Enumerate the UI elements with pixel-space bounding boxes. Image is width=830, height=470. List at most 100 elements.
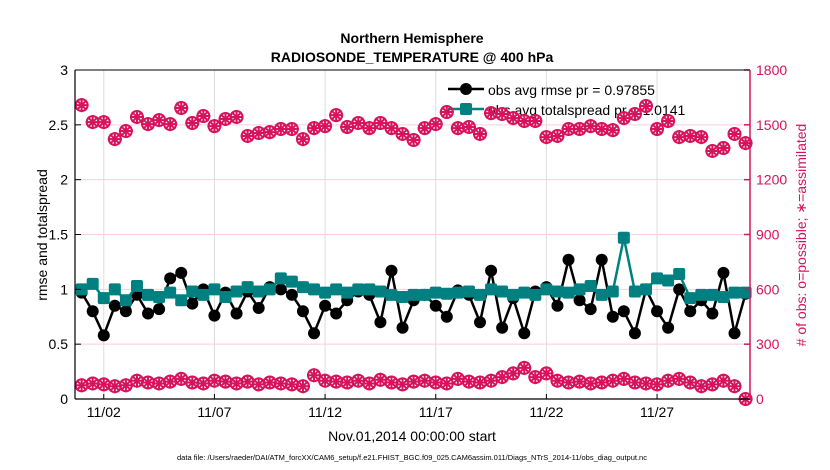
rmse-point [651, 305, 664, 318]
count-point [461, 120, 476, 135]
spread-point [507, 288, 520, 301]
spread-point [197, 288, 210, 301]
spread-point [440, 287, 453, 300]
count-point [96, 115, 111, 130]
assimilated-marker [351, 373, 366, 388]
y-tick-label: 0.5 [49, 336, 69, 352]
assimilated-marker [251, 126, 266, 141]
spread-point [142, 288, 155, 301]
rmse-point [385, 264, 398, 277]
assimilated-marker [107, 132, 122, 147]
count-point [716, 373, 731, 388]
rmse-point [662, 321, 675, 334]
y-tick-label: 1 [60, 281, 68, 297]
assimilated-marker [616, 111, 631, 126]
spread-point [474, 288, 486, 301]
spread-point [529, 288, 542, 301]
spread-point [617, 231, 630, 244]
assimilated-marker [461, 120, 476, 135]
assimilated-marker [605, 373, 620, 388]
count-point [362, 121, 377, 136]
spread-point [352, 283, 365, 296]
y2-tick-label: 0 [756, 391, 764, 407]
spread-point [628, 285, 641, 298]
spread-point [518, 286, 531, 299]
spread-point [97, 292, 110, 305]
spread-point [285, 275, 298, 288]
count-point [307, 368, 322, 383]
rmse-point [308, 327, 321, 340]
assimilated-marker [683, 375, 698, 390]
axes: 11/02 11/07 11/12 11/17 11/22 11/27 0 300 600 900… [49, 62, 788, 420]
assimilated-marker [506, 366, 521, 381]
x-axis-label: Nov.01,2014 00:00:00 start [328, 428, 496, 444]
count-point [539, 366, 554, 381]
assimilated-marker [650, 122, 665, 137]
rmse-point [573, 294, 586, 307]
legend-rmse-label: obs avg rmse pr = 0.97855 [488, 82, 655, 98]
assimilated-marker [240, 374, 255, 389]
data-marks [74, 98, 753, 406]
assimilated-marker [174, 371, 189, 386]
assimilated-marker [594, 375, 609, 390]
chart-title-line1: Northern Hemisphere [340, 30, 483, 46]
spread-point [595, 288, 608, 301]
count-point [638, 99, 653, 114]
assimilated-marker [484, 106, 499, 121]
assimilated-marker [163, 374, 178, 389]
assimilated-marker [605, 123, 620, 138]
spread-point [219, 291, 232, 304]
assimilated-marker [450, 121, 465, 136]
spread-point [153, 291, 166, 304]
count-point [384, 121, 399, 136]
assimilated-marker [627, 107, 642, 122]
assimilated-marker [705, 377, 720, 392]
count-point [694, 130, 709, 145]
spread-point [584, 280, 597, 293]
spread-point [606, 285, 619, 298]
rmse-point [595, 253, 608, 266]
assimilated-marker [218, 111, 233, 126]
y-tick-label: 2 [60, 172, 68, 188]
rmse-point [208, 309, 221, 322]
spread-point [451, 286, 464, 299]
assimilated-marker [716, 373, 731, 388]
assimilated-marker [295, 379, 310, 394]
assimilated-marker [539, 366, 554, 381]
assimilated-marker [362, 376, 377, 391]
assimilated-marker [273, 376, 288, 391]
count-point [506, 366, 521, 381]
count-point [439, 105, 454, 120]
assimilated-marker [439, 105, 454, 120]
spread-point [684, 292, 697, 305]
rmse-point [496, 321, 509, 334]
rmse-point [142, 307, 155, 320]
assimilated-marker [85, 115, 100, 130]
assimilated-marker [716, 141, 731, 156]
y-tick-label: 0 [60, 391, 68, 407]
count-point [174, 101, 189, 116]
assimilated-marker [694, 379, 709, 394]
x-tick-label: 11/22 [529, 404, 563, 420]
count-point [284, 122, 299, 137]
spread-point [551, 285, 564, 298]
count-point [627, 107, 642, 122]
rmse-point [374, 316, 387, 329]
assimilated-marker [694, 130, 709, 145]
assimilated-marker [528, 113, 543, 128]
assimilated-marker [185, 116, 200, 131]
count-point [738, 136, 753, 151]
legend-spread-marker [460, 103, 472, 115]
assimilated-marker [616, 371, 631, 386]
assimilated-marker [107, 379, 122, 394]
spread-point [462, 285, 475, 298]
assimilated-marker [373, 116, 388, 131]
rmse-point [474, 316, 486, 329]
spread-point [573, 283, 586, 296]
y-tick-label: 2.5 [49, 117, 69, 133]
assimilated-marker [207, 119, 222, 134]
assimilated-marker [340, 375, 355, 390]
assimilated-marker [450, 371, 465, 386]
assimilated-marker [329, 108, 344, 123]
